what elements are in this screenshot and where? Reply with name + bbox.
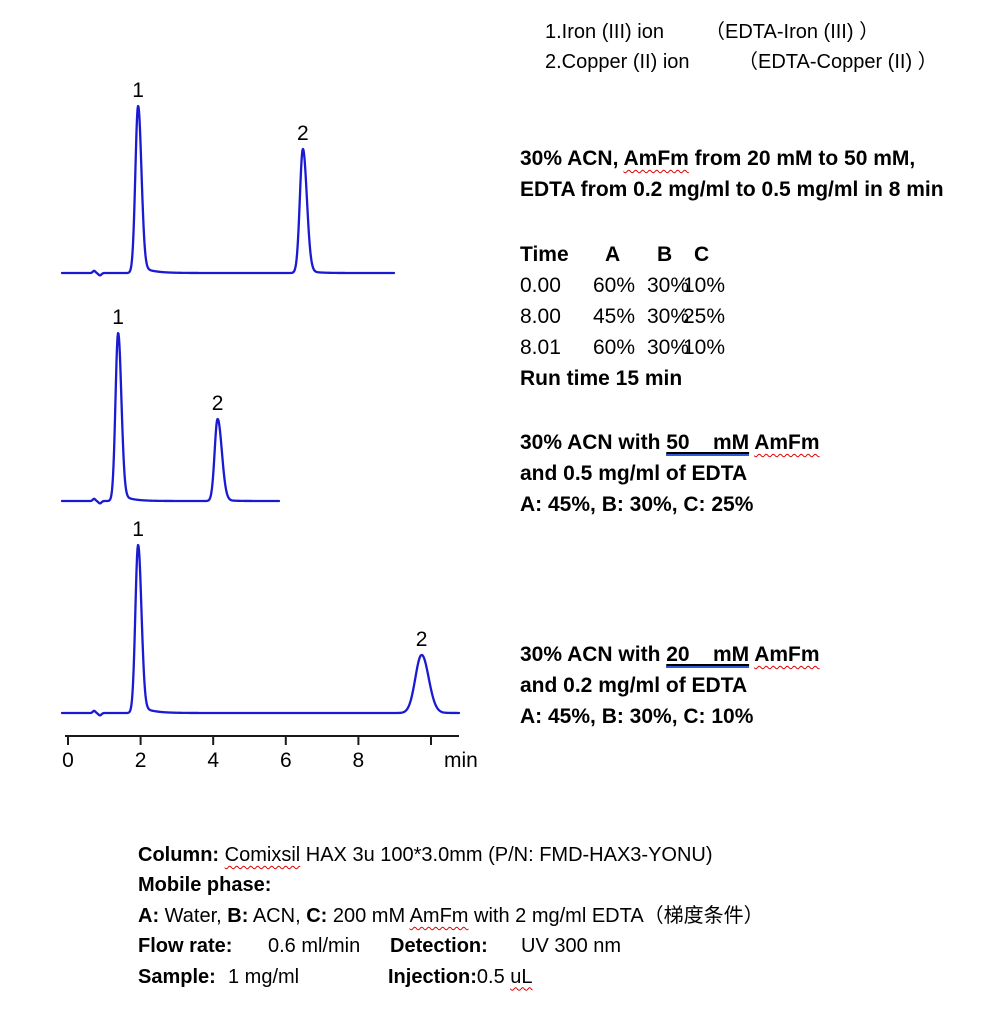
chromatogram-20mm-amfm: 12 xyxy=(60,518,461,717)
time-axis: 0 2 4 6 8 min xyxy=(62,735,478,772)
flow-rate-label: Flow rate: xyxy=(138,935,233,958)
peak-label: 2 xyxy=(212,392,224,415)
underlined-50mm: 50 mM xyxy=(666,431,750,456)
header-c: C xyxy=(694,243,710,266)
cell-b: 30% xyxy=(647,274,690,297)
axis-tick-label: 8 xyxy=(353,749,365,772)
trace-line xyxy=(60,104,396,277)
gradient-table-header: Time A B C xyxy=(520,239,709,270)
column-value: HAX 3u 100*3.0mm (P/N: FMD-HAX3-YONU) xyxy=(300,844,713,866)
peak-label: 2 xyxy=(297,122,309,145)
cell-a: 45% xyxy=(593,305,636,328)
cell-time: 8.01 xyxy=(520,336,561,359)
condition-50mm-line1: 30% ACN with 50 mM AmFm xyxy=(520,427,820,458)
cell-a: 60% xyxy=(593,274,636,297)
condition-20mm-line1: 30% ACN with 20 mM AmFm xyxy=(520,639,820,670)
condition-50mm-line2: and 0.5 mg/ml of EDTA xyxy=(520,462,748,485)
flow-detection-row: Flow rate: 0.6 ml/min Detection: UV 300 … xyxy=(138,931,764,961)
condition-gradient-line2: EDTA from 0.2 mg/ml to 0.5 mg/ml in 8 mi… xyxy=(520,178,944,201)
injection-value: 0.5 xyxy=(476,965,511,988)
method-details: Column: Comixsil HAX 3u 100*3.0mm (P/N: … xyxy=(138,840,764,992)
condition-gradient-line1: 30% ACN, AmFm from 20 mM to 50 mM, xyxy=(520,143,944,174)
chromatogram-gradient: 12 xyxy=(60,79,396,277)
mp-a-label: A: xyxy=(138,904,160,927)
misspelled-amfm: AmFm xyxy=(754,643,820,666)
condition-20mm: 30% ACN with 20 mM AmFm and 0.2 mg/ml of… xyxy=(520,639,820,732)
trace-line xyxy=(60,543,461,717)
misspelled-ul: uL xyxy=(510,965,533,988)
injection-label: Injection: xyxy=(388,965,477,988)
iso50-pre: 30% ACN with xyxy=(520,431,667,454)
axis-tick-label: 2 xyxy=(135,749,147,772)
gradient-pre: 30% ACN, xyxy=(520,147,624,170)
legend-line-copper: 2.Copper (II) ion （EDTA-Copper (II) ） xyxy=(545,47,938,77)
mp-c-label: C: xyxy=(306,904,328,927)
header-time: Time xyxy=(520,243,569,266)
legend-copper-name: 2.Copper (II) ion xyxy=(545,51,690,73)
legend-copper-complex: （EDTA-Copper (II) ） xyxy=(738,51,938,73)
mp-a-value: Water, xyxy=(159,904,228,927)
mp-b-label: B: xyxy=(227,904,249,927)
condition-20mm-line3: A: 45%, B: 30%, C: 10% xyxy=(520,705,754,728)
cell-c: 25% xyxy=(683,305,726,328)
chromatogram-50mm-amfm: 12 xyxy=(60,306,281,505)
mobile-phase-detail-row: A: Water, B: ACN, C: 200 mM AmFm with 2 … xyxy=(138,901,764,931)
misspelled-amfm: AmFm xyxy=(754,431,820,454)
header-a: A xyxy=(605,243,621,266)
condition-50mm-line3: A: 45%, B: 30%, C: 25% xyxy=(520,493,754,516)
axis-tick-label: 0 xyxy=(62,749,74,772)
gradient-table: Time A B C 0.00 60% 30% 10% 8.00 45% 30%… xyxy=(520,239,725,394)
mobile-phase-label: Mobile phase: xyxy=(138,874,272,897)
legend-iron-name: 1.Iron (III) ion xyxy=(545,21,664,43)
column-label: Column: xyxy=(138,844,220,866)
peak-label: 1 xyxy=(112,306,124,329)
sample-injection-row: Sample: 1 mg/ml Injection:0.5 uL xyxy=(138,962,764,992)
misspelled-amfm: AmFm xyxy=(623,147,689,170)
table-row: 8.01 60% 30% 10% xyxy=(520,332,725,363)
misspelled-amfm: AmFm xyxy=(409,904,469,927)
peak-label: 2 xyxy=(416,628,428,651)
mp-c-post: with 2 mg/ml EDTA（梯度条件） xyxy=(468,904,764,927)
injection-pair: Injection:0.5 uL xyxy=(388,962,533,992)
header-b: B xyxy=(657,243,673,266)
gradient-post: from 20 mM to 50 mM, xyxy=(688,147,916,170)
cell-c: 10% xyxy=(683,274,726,297)
axis-tick-label: 6 xyxy=(280,749,292,772)
cell-time: 8.00 xyxy=(520,305,561,328)
peak-legend: 1.Iron (III) ion （EDTA-Iron (III) ） 2.Cop… xyxy=(545,17,938,77)
mobile-phase-row: Mobile phase: xyxy=(138,870,764,900)
table-row: 8.00 45% 30% 25% xyxy=(520,301,725,332)
legend-iron-complex: （EDTA-Iron (III) ） xyxy=(705,21,880,43)
column-row: Column: Comixsil HAX 3u 100*3.0mm (P/N: … xyxy=(138,840,764,870)
mp-b-value: ACN, xyxy=(248,904,307,927)
peak-label: 1 xyxy=(132,79,144,102)
legend-line-iron: 1.Iron (III) ion （EDTA-Iron (III) ） xyxy=(545,17,879,47)
axis-unit-label: min xyxy=(444,749,478,772)
cell-c: 10% xyxy=(683,336,726,359)
condition-20mm-line2: and 0.2 mg/ml of EDTA xyxy=(520,674,748,697)
peak-label: 1 xyxy=(132,518,144,541)
iso20-pre: 30% ACN with xyxy=(520,643,667,666)
cell-time: 0.00 xyxy=(520,274,561,297)
trace-line xyxy=(60,331,281,505)
condition-50mm: 30% ACN with 50 mM AmFm and 0.5 mg/ml of… xyxy=(520,427,820,520)
cell-b: 30% xyxy=(647,305,690,328)
cell-a: 60% xyxy=(593,336,636,359)
flow-rate-value: 0.6 ml/min xyxy=(268,935,361,958)
misspelled-comixsil: Comixsil xyxy=(224,844,301,866)
cell-b: 30% xyxy=(647,336,690,359)
table-row: 0.00 60% 30% 10% xyxy=(520,270,725,301)
sample-value: 1 mg/ml xyxy=(228,965,300,988)
detection-label: Detection: xyxy=(390,935,488,958)
axis-tick-label: 4 xyxy=(207,749,219,772)
underlined-20mm: 20 mM xyxy=(666,643,750,668)
mp-c-pre: 200 mM xyxy=(327,904,410,927)
condition-gradient: 30% ACN, AmFm from 20 mM to 50 mM, EDTA … xyxy=(520,143,944,205)
sample-label: Sample: xyxy=(138,965,216,988)
detection-value: UV 300 nm xyxy=(521,935,622,958)
run-time-note: Run time 15 min xyxy=(520,367,683,390)
